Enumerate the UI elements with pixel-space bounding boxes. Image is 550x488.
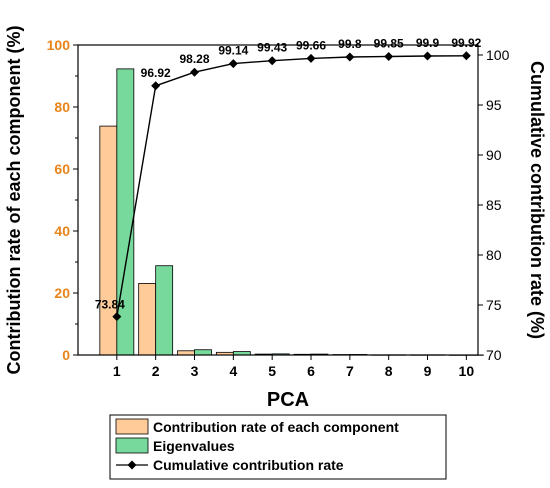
- right-axis-tick-label: 95: [486, 97, 502, 113]
- eigenvalue-bar: [116, 68, 135, 356]
- cumulative-data-label: 99.43: [257, 41, 287, 55]
- eigenvalue-bar: [155, 265, 174, 356]
- contribution-bar: [138, 283, 157, 356]
- eigenvalue-bar: [194, 349, 212, 356]
- legend: Contribution rate of each component Eige…: [109, 414, 447, 480]
- cumulative-data-label: 96.92: [141, 66, 171, 80]
- x-axis-tick-label: 7: [346, 363, 354, 379]
- cumulative-marker: [423, 51, 433, 61]
- bars-layer: [99, 68, 484, 356]
- right-axis-tick-label: 80: [486, 247, 502, 263]
- right-axis-title: Cumulative contribution rate (%): [527, 61, 547, 339]
- right-axis-tick-label: 75: [486, 297, 502, 313]
- right-axis-tick-label: 90: [486, 147, 502, 163]
- cumulative-line: [116, 55, 467, 317]
- left-axis-tick-label: 60: [54, 161, 70, 177]
- x-axis-tick-label: 5: [268, 363, 276, 379]
- x-axis-tick-label: 8: [385, 363, 393, 379]
- x-axis-tick-label: 2: [152, 363, 160, 379]
- legend-label-contribution: Contribution rate of each component: [153, 419, 399, 435]
- cumulative-data-label: 99.9: [416, 36, 440, 50]
- legend-label-cumulative: Cumulative contribution rate: [153, 457, 344, 473]
- cumulative-marker: [461, 51, 471, 61]
- legend-swatch-eigenvalues: [115, 437, 149, 454]
- cumulative-marker: [228, 59, 238, 69]
- x-axis-tick-label: 10: [459, 363, 475, 379]
- cumulative-data-label: 99.8: [338, 37, 362, 51]
- contribution-bar: [99, 125, 118, 356]
- cumulative-data-label: 99.14: [218, 44, 248, 58]
- left-axis-tick-label: 80: [54, 99, 70, 115]
- left-axis-tick-label: 40: [54, 223, 70, 239]
- cumulative-marker: [384, 52, 394, 61]
- axes-layer: 0 20 40 60 80 100 70 75 80 85 90 95 100 1 2 3 4 5 6 7 8 9 10: [47, 37, 510, 379]
- x-axis-title: PCA: [267, 389, 309, 411]
- left-axis-title: Contribution rate of each component (%): [4, 25, 24, 374]
- cumulative-marker: [306, 53, 316, 63]
- cumulative-marker: [151, 81, 161, 91]
- x-axis-tick-label: 3: [191, 363, 199, 379]
- plot-frame: [77, 44, 479, 356]
- cumulative-marker: [112, 312, 122, 322]
- x-axis-tick-label: 1: [113, 363, 121, 379]
- cumulative-data-label: 73.84: [95, 298, 125, 312]
- cumulative-data-label: 99.85: [374, 37, 404, 51]
- right-axis-tick-label: 100: [486, 47, 510, 63]
- legend-marker-cumulative: [127, 460, 137, 470]
- cumulative-data-label: 98.28: [179, 52, 209, 66]
- cumulative-line-layer: [112, 51, 471, 322]
- contribution-bar: [177, 350, 195, 356]
- cumulative-marker: [267, 56, 277, 66]
- left-axis-tick-label: 20: [54, 285, 70, 301]
- cumulative-marker: [190, 67, 200, 77]
- left-axis-tick-label: 100: [47, 37, 71, 53]
- legend-swatch-contribution: [115, 418, 149, 435]
- cumulative-marker: [345, 52, 355, 62]
- left-axis-tick-label: 0: [62, 347, 70, 363]
- x-axis-tick-label: 6: [307, 363, 315, 379]
- legend-frame: [109, 414, 447, 480]
- legend-label-eigenvalues: Eigenvalues: [153, 438, 235, 454]
- x-axis-tick-label: 9: [424, 363, 432, 379]
- cumulative-data-label: 99.92: [451, 36, 481, 50]
- x-axis-tick-label: 4: [229, 363, 237, 379]
- right-axis-tick-label: 85: [486, 197, 502, 213]
- right-axis-tick-label: 70: [486, 347, 502, 363]
